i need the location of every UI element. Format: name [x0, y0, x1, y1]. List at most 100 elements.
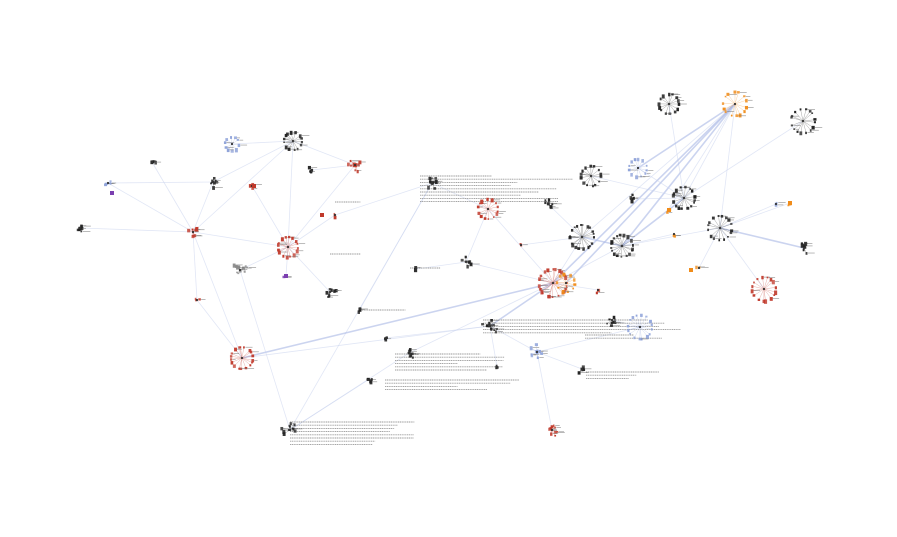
graph-node[interactable]	[615, 254, 619, 258]
graph-node[interactable]	[591, 184, 594, 188]
graph-node[interactable]	[645, 315, 648, 318]
graph-node[interactable]	[750, 289, 754, 294]
cluster-hub-node[interactable]	[774, 202, 778, 206]
graph-node[interactable]	[689, 188, 692, 190]
node-cluster[interactable]	[383, 336, 392, 342]
graph-node[interactable]	[357, 310, 360, 314]
graph-node[interactable]	[745, 98, 748, 103]
graph-node[interactable]	[811, 125, 815, 130]
cluster-hub-node[interactable]	[620, 244, 624, 248]
graph-node[interactable]	[212, 186, 215, 190]
graph-node[interactable]	[717, 215, 720, 217]
graph-node[interactable]	[590, 242, 594, 245]
graph-node[interactable]	[631, 316, 635, 320]
cluster-hub-node[interactable]	[106, 181, 110, 185]
node-cluster[interactable]	[307, 165, 318, 174]
graph-node[interactable]	[720, 214, 724, 218]
cluster-hub-node[interactable]	[629, 197, 633, 201]
graph-node[interactable]	[198, 298, 201, 301]
graph-node[interactable]	[566, 290, 569, 293]
graph-node[interactable]	[292, 427, 295, 431]
graph-node[interactable]	[743, 95, 746, 98]
graph-node[interactable]	[730, 229, 734, 233]
graph-node[interactable]	[799, 108, 802, 111]
graph-node[interactable]	[536, 356, 539, 360]
graph-node[interactable]	[676, 107, 679, 112]
graph-node[interactable]	[648, 333, 651, 336]
graph-node[interactable]	[582, 368, 586, 372]
graph-node[interactable]	[384, 338, 388, 342]
graph-node[interactable]	[460, 258, 464, 262]
node-cluster[interactable]	[610, 233, 641, 258]
graph-node[interactable]	[790, 116, 793, 119]
graph-node[interactable]	[572, 287, 575, 290]
graph-node[interactable]	[730, 222, 733, 225]
cluster-hub-node[interactable]	[564, 281, 568, 285]
graph-node[interactable]	[549, 427, 553, 430]
graph-node[interactable]	[469, 262, 473, 267]
node-cluster[interactable]	[629, 193, 639, 204]
graph-node[interactable]	[109, 182, 112, 185]
graph-node[interactable]	[570, 242, 574, 245]
graph-node[interactable]	[293, 148, 296, 152]
graph-node[interactable]	[650, 323, 653, 327]
graph-node[interactable]	[486, 197, 489, 201]
graph-node[interactable]	[606, 322, 608, 325]
graph-node[interactable]	[626, 235, 630, 240]
graph-node[interactable]	[733, 90, 737, 94]
graph-node[interactable]	[287, 235, 291, 239]
node-cluster[interactable]	[232, 263, 257, 275]
graph-node[interactable]	[300, 137, 303, 140]
graph-node[interactable]	[769, 297, 773, 301]
graph-node[interactable]	[599, 175, 603, 179]
node-cluster[interactable]	[555, 272, 577, 295]
graph-node[interactable]	[330, 288, 333, 292]
graph-node[interactable]	[230, 136, 233, 139]
graph-node[interactable]	[668, 92, 671, 97]
graph-node[interactable]	[480, 199, 484, 205]
graph-node[interactable]	[711, 216, 715, 220]
graph-node[interactable]	[187, 228, 191, 233]
cluster-hub-node[interactable]	[672, 232, 676, 236]
graph-node[interactable]	[243, 346, 245, 349]
graph-node[interactable]	[490, 198, 494, 203]
graph-node[interactable]	[588, 245, 591, 248]
graph-node[interactable]	[620, 256, 623, 258]
graph-node[interactable]	[307, 165, 311, 170]
graph-node[interactable]	[242, 266, 245, 270]
cluster-hub-node[interactable]	[589, 174, 593, 178]
graph-node[interactable]	[666, 211, 669, 214]
graph-node[interactable]	[729, 231, 733, 235]
graph-node[interactable]	[243, 270, 246, 273]
graph-node[interactable]	[707, 228, 710, 232]
graph-node[interactable]	[722, 107, 726, 111]
node-cluster[interactable]	[481, 319, 505, 334]
graph-node[interactable]	[631, 198, 634, 201]
graph-node[interactable]	[210, 182, 213, 184]
node-cluster[interactable]	[407, 348, 420, 359]
graph-node[interactable]	[496, 210, 499, 213]
graph-node[interactable]	[325, 290, 329, 295]
graph-node[interactable]	[576, 224, 579, 228]
graph-node[interactable]	[349, 160, 352, 162]
graph-node[interactable]	[599, 172, 603, 177]
graph-node[interactable]	[519, 243, 522, 245]
graph-node[interactable]	[632, 244, 634, 247]
graph-node[interactable]	[582, 247, 585, 251]
graph-node[interactable]	[477, 211, 481, 215]
graph-node[interactable]	[293, 423, 296, 427]
graph-node[interactable]	[309, 169, 313, 173]
graph-node[interactable]	[630, 199, 634, 204]
node-cluster[interactable]	[229, 346, 259, 371]
graph-node[interactable]	[327, 295, 330, 298]
graph-node[interactable]	[192, 234, 195, 237]
graph-node[interactable]	[630, 239, 633, 243]
graph-node[interactable]	[433, 187, 437, 190]
graph-node[interactable]	[727, 236, 729, 238]
node-cluster[interactable]	[476, 197, 506, 220]
graph-node[interactable]	[428, 176, 432, 181]
graph-node[interactable]	[296, 147, 299, 151]
graph-node[interactable]	[248, 349, 252, 353]
graph-node[interactable]	[804, 246, 807, 249]
cluster-hub-node[interactable]	[580, 235, 584, 239]
